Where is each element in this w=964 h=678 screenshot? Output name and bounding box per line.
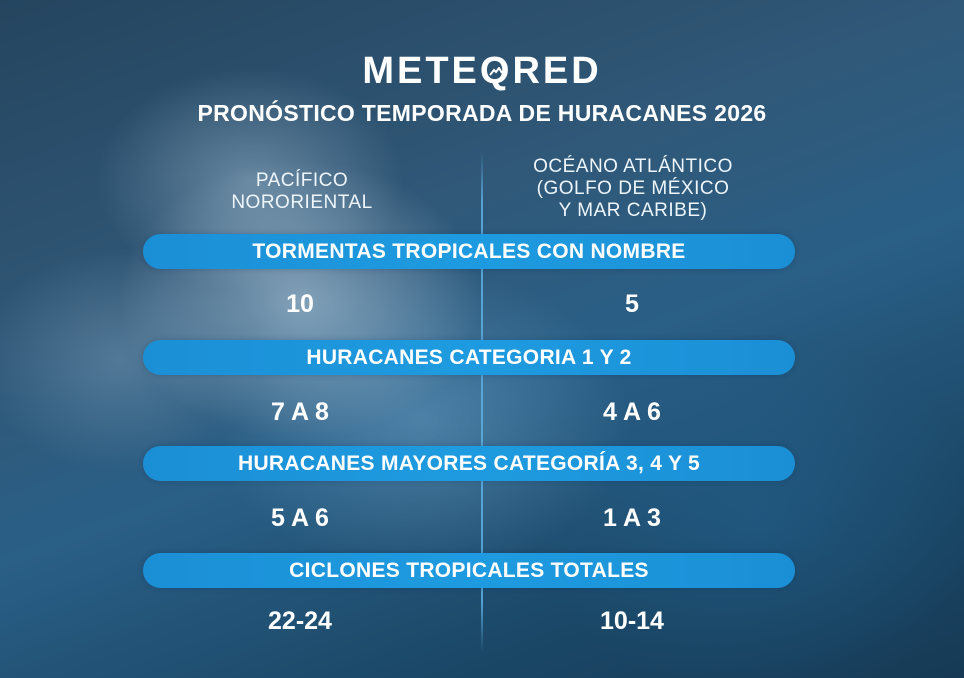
value-pacific-hurricanes-cat-1-2: 7 A 8 bbox=[271, 398, 329, 426]
column-header-pacific: PACÍFICO NORORIENTAL bbox=[182, 170, 422, 214]
value-pacific-total-cyclones: 22-24 bbox=[268, 607, 332, 635]
logo-text-end: RED bbox=[512, 50, 602, 92]
row-label-total-cyclones: CICLONES TROPICALES TOTALES bbox=[143, 553, 795, 588]
value-pacific-named-storms: 10 bbox=[286, 290, 314, 318]
column-header-line: Y MAR CARIBE) bbox=[558, 200, 708, 221]
logo-text-start: METE bbox=[362, 50, 480, 92]
value-atlantic-major-hurricanes: 1 A 3 bbox=[603, 504, 661, 532]
row-label-major-hurricanes: HURACANES MAYORES CATEGORÍA 3, 4 Y 5 bbox=[143, 446, 795, 481]
row-label-named-storms: TORMENTAS TROPICALES CON NOMBRE bbox=[143, 234, 795, 269]
column-divider bbox=[481, 152, 483, 652]
value-atlantic-named-storms: 5 bbox=[625, 290, 639, 318]
column-header-atlantic: OCÉANO ATLÁNTICO (GOLFO DE MÉXICO Y MAR … bbox=[502, 156, 764, 222]
logo-q: Q bbox=[479, 50, 513, 92]
column-header-line: PACÍFICO bbox=[255, 170, 349, 191]
page-title: PRONÓSTICO TEMPORADA DE HURACANES 2026 bbox=[197, 100, 767, 126]
value-pacific-major-hurricanes: 5 A 6 bbox=[271, 504, 329, 532]
row-label-hurricanes-cat-1-2: HURACANES CATEGORIA 1 Y 2 bbox=[143, 340, 795, 375]
column-header-line: OCÉANO ATLÁNTICO bbox=[533, 156, 733, 177]
column-header-line: NORORIENTAL bbox=[231, 192, 373, 213]
meteored-logo: METEQ RED bbox=[0, 50, 964, 93]
bird-icon bbox=[489, 66, 504, 76]
column-header-line: (GOLFO DE MÉXICO bbox=[536, 178, 730, 199]
value-atlantic-hurricanes-cat-1-2: 4 A 6 bbox=[603, 398, 661, 426]
value-atlantic-total-cyclones: 10-14 bbox=[600, 607, 664, 635]
